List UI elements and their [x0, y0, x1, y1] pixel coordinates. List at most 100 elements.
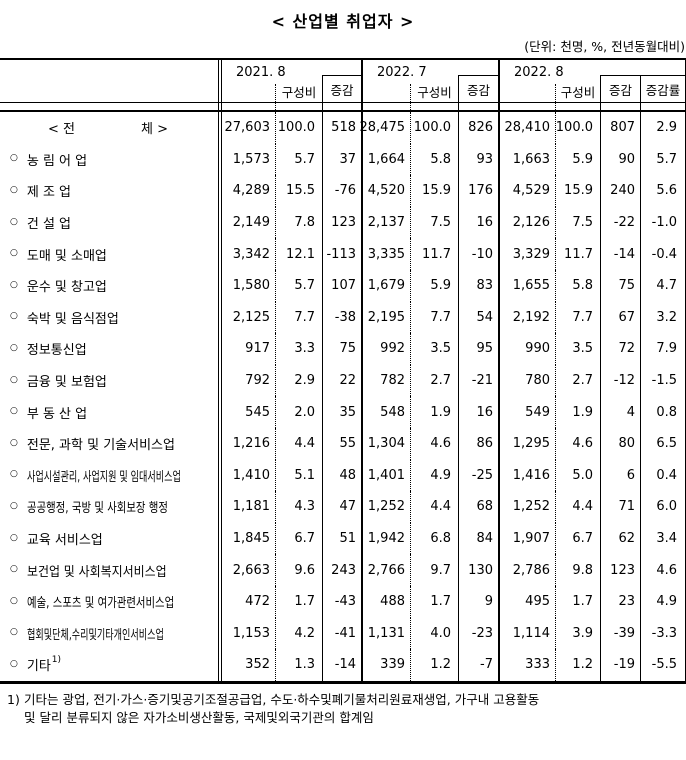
- share-2022-07-cell: 4.6: [410, 427, 458, 460]
- change-2021-08-cell: 37: [322, 143, 361, 176]
- share-2022-08-cell: 5.9: [555, 143, 600, 176]
- share-2021-08-cell: 4.3: [275, 491, 322, 523]
- change-column-header: 증감: [600, 75, 640, 102]
- footnote: 1) 기타는 광업, 전기·가스·증기및공기조절공급업, 수도·하수및폐기물처리…: [0, 691, 686, 727]
- period-label: 2022. 7: [377, 65, 427, 80]
- change-2021-08-cell: 123: [322, 206, 361, 239]
- share-2021-08-cell: 7.8: [275, 206, 322, 239]
- row-bullet-icon: ○: [10, 595, 18, 606]
- industry-label-cell: ○ 운수 및 창고업: [0, 269, 222, 302]
- header-change-2022-07: 증감: [458, 60, 498, 102]
- change-2022-08-cell: 807: [600, 112, 640, 144]
- change-2022-08-cell: -39: [600, 617, 640, 650]
- industry-label: 숙박 및 음식점업: [26, 311, 119, 327]
- period-label: 2022. 8: [514, 65, 564, 80]
- value-2022-08-cell: 28,410: [498, 112, 555, 144]
- change-rate-cell: -1.5: [640, 364, 686, 397]
- value-2022-08-cell: 549: [498, 396, 555, 428]
- change-2022-07-cell: -23: [458, 617, 498, 650]
- change-2021-08-cell: 51: [322, 522, 361, 555]
- change-2021-08-cell: 22: [322, 364, 361, 397]
- change-rate-cell: 4.7: [640, 269, 686, 302]
- value-2021-08-cell: 545: [245, 404, 270, 420]
- value-2022-07-cell: 3,335: [361, 238, 410, 270]
- table-row: ○ 도매 및 소매업 3,342 12.1 -113 3,335 11.7 -10 3,329 1…: [0, 238, 685, 270]
- share-2022-08-cell: 15.9: [555, 175, 600, 207]
- share-2021-08-cell: 9.6: [275, 554, 322, 586]
- change-2022-08-cell: 80: [600, 427, 640, 460]
- share-2022-07-cell: 1.7: [410, 585, 458, 618]
- table-row: ○ 금융 및 보험업 792 2.9 22 782 2.7 -21 780 2.7 -12 -1.5: [0, 364, 686, 397]
- table-row: ○ 협회및단체,수리및기타개인서비스업 1,153 4.2 -41 1,131 4.0 -23…: [0, 617, 686, 650]
- footnote-reference: 1): [51, 654, 62, 665]
- share-2022-07-cell: 3.5: [410, 333, 458, 365]
- share-2021-08-cell: 4.4: [275, 427, 322, 460]
- share-2022-07-cell: 4.4: [410, 491, 458, 523]
- industry-label: 전문, 과학 및 기술서비스업: [26, 438, 175, 454]
- change-rate-column-header: 증감률: [640, 75, 685, 102]
- share-2022-07-cell: 4.0: [410, 617, 458, 650]
- row-bullet-icon: ○: [10, 627, 18, 638]
- share-2021-08-cell: 5.7: [275, 269, 322, 302]
- change-rate-cell: 2.9: [640, 112, 686, 144]
- change-2022-07-cell: 176: [458, 175, 498, 207]
- industry-label: 교육 서비스업: [26, 533, 103, 549]
- table-row: ○ 전문, 과학 및 기술서비스업 1,216 4.4 55 1,304 4.6 86 1,29…: [0, 427, 685, 460]
- share-2021-08-cell: 5.7: [275, 143, 322, 176]
- share-2022-08-cell: 7.5: [555, 206, 600, 239]
- change-rate-cell: -3.3: [640, 617, 686, 650]
- change-rate-cell: 4.6: [640, 554, 686, 586]
- industry-label: 건 설 업: [26, 217, 72, 233]
- industry-label-cell: ○ 숙박 및 음식점업: [0, 301, 222, 334]
- share-2022-08-cell: 1.7: [555, 585, 600, 618]
- value-2021-08-cell: 2,663: [232, 562, 270, 578]
- change-rate-cell: 3.2: [640, 301, 686, 334]
- change-2022-07-cell: 84: [458, 522, 498, 555]
- share-2021-08-cell: 3.3: [275, 333, 322, 365]
- change-2022-07-cell: 54: [458, 301, 498, 334]
- change-2022-07-cell: 68: [458, 491, 498, 523]
- table-header: 2021. 8 구성비 증감 2022. 7 구성비 증감 2022. 8 구성…: [0, 60, 685, 103]
- value-2022-07-cell: 2,195: [361, 301, 410, 334]
- change-2022-07-cell: -10: [458, 238, 498, 270]
- change-2022-07-cell: 826: [458, 112, 498, 144]
- period-label: 2021. 8: [236, 65, 286, 80]
- row-bullet-icon: ○: [10, 216, 18, 227]
- industry-label: 금융 및 보험업: [26, 375, 107, 391]
- header-period-2022-08: 2022. 8 구성비: [498, 60, 600, 102]
- value-2022-07-cell: 339: [361, 649, 410, 681]
- change-rate-cell: 3.4: [640, 522, 686, 555]
- change-2022-08-cell: 71: [600, 491, 640, 523]
- value-2022-08-cell: 1,655: [498, 269, 555, 302]
- share-column-header: 구성비: [555, 84, 600, 102]
- value-2022-07-cell: 548: [361, 396, 410, 428]
- change-2022-07-cell: 16: [458, 206, 498, 239]
- change-2022-07-cell: 95: [458, 333, 498, 365]
- header-divider: [0, 103, 685, 112]
- value-2021-08-cell: 2,125: [232, 309, 270, 325]
- industry-label-cell: ○ 교육 서비스업: [0, 522, 222, 555]
- value-2021-08-cell: 1,573: [232, 151, 270, 167]
- change-rate-cell: 5.6: [640, 175, 686, 207]
- table-row: ○ 기타 1) 352 1.3 -14 339 1.2 -7 333 1.2 -19 -5.5: [0, 649, 685, 681]
- footnote-marker: 1): [7, 691, 20, 707]
- share-2022-08-cell: 4.4: [555, 491, 600, 523]
- share-2022-07-cell: 9.7: [410, 554, 458, 586]
- share-2022-08-cell: 11.7: [555, 238, 600, 270]
- unit-note: (단위: 천명, %, 전년동월대비): [524, 39, 685, 54]
- header-change-2021-08: 증감: [322, 60, 361, 102]
- change-2021-08-cell: 47: [322, 491, 361, 523]
- industry-label: 도매 및 소매업: [26, 248, 107, 264]
- change-2022-08-cell: 72: [600, 333, 640, 365]
- share-2021-08-cell: 7.7: [275, 301, 322, 334]
- table-row: < 전 체 >27,603 100.0 518 28,475 100.0 826 28,41…: [0, 112, 685, 144]
- industry-label: < 전 체 >: [47, 122, 169, 138]
- change-column-header: 증감: [458, 75, 498, 102]
- value-2021-08-cell: 1,153: [232, 625, 270, 641]
- change-2022-07-cell: 130: [458, 554, 498, 586]
- industry-label-cell: ○ 건 설 업: [0, 206, 222, 239]
- value-2022-08-cell: 1,416: [498, 459, 555, 492]
- table-row: ○ 운수 및 창고업 1,580 5.7 107 1,679 5.9 83 1,655 5.8 75…: [0, 269, 686, 302]
- share-2022-08-cell: 5.8: [555, 269, 600, 302]
- change-2022-07-cell: 16: [458, 396, 498, 428]
